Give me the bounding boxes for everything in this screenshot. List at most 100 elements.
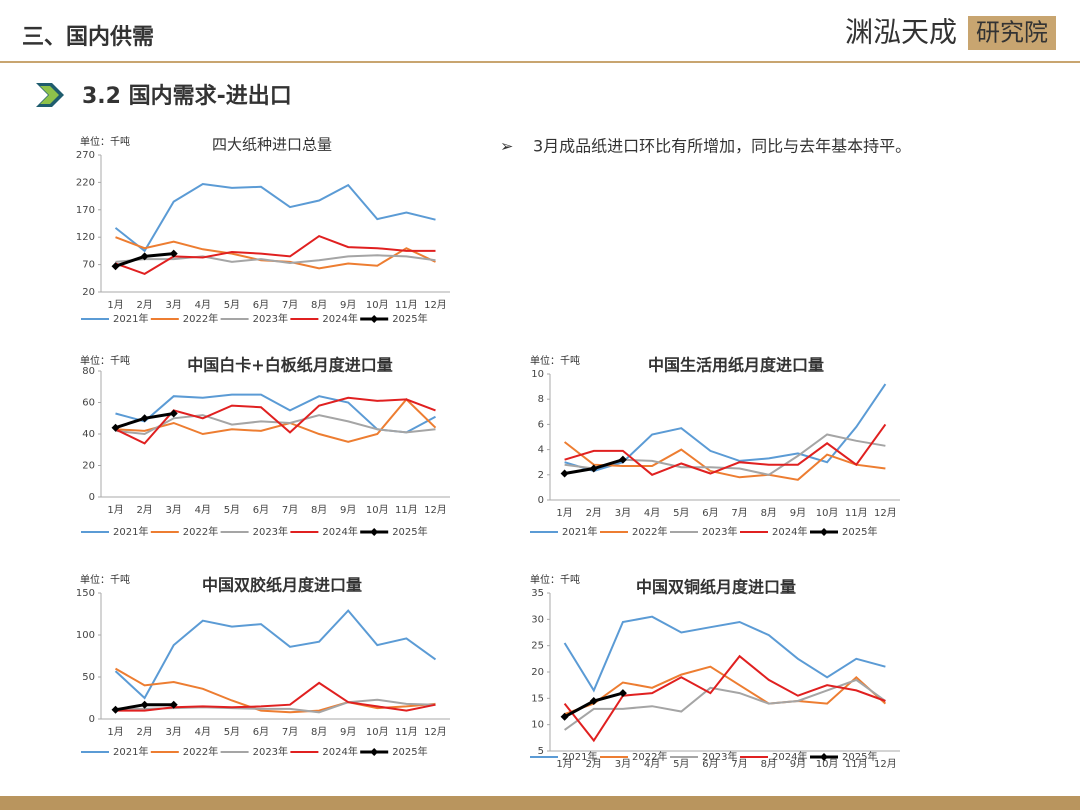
y-tick-label: 60 [82, 398, 95, 409]
x-tick-label: 5月 [224, 504, 240, 516]
series-marker [140, 252, 149, 261]
series-line [563, 615, 886, 693]
legend-label: 2021年 [562, 750, 597, 763]
x-tick-label: 10月 [366, 504, 389, 516]
series-marker [589, 464, 598, 473]
series-marker [169, 249, 178, 258]
legend-marker [370, 748, 379, 756]
y-tick-label: 220 [76, 177, 95, 188]
x-tick-label: 5月 [224, 726, 240, 738]
x-tick-label: 4月 [195, 504, 211, 516]
legend-marker [820, 528, 828, 536]
x-tick-label: 3月 [166, 299, 182, 311]
series-line [114, 609, 437, 700]
x-tick-label: 7月 [731, 507, 747, 519]
x-tick-label: 8月 [761, 758, 777, 770]
y-tick-label: 10 [531, 369, 544, 380]
y-tick-label: 6 [538, 419, 544, 430]
y-tick-label: 20 [82, 287, 95, 298]
y-tick-label: 2 [538, 470, 544, 481]
legend-label: 2023年 [702, 525, 737, 538]
legend-marker [370, 315, 379, 323]
unit-label: 单位：千吨 [80, 135, 130, 148]
x-tick-label: 2月 [586, 758, 602, 770]
x-tick-label: 10月 [366, 299, 389, 311]
x-tick-label: 9月 [340, 726, 356, 738]
section-title: 三、国内供需 [22, 24, 154, 50]
x-tick-label: 4月 [644, 507, 660, 519]
x-tick-label: 8月 [311, 299, 327, 311]
x-tick-label: 6月 [253, 299, 269, 311]
y-tick-label: 10 [531, 720, 544, 731]
chart-title: 中国生活用纸月度进口量 [648, 356, 824, 375]
y-tick-label: 0 [89, 714, 95, 725]
x-tick-label: 1月 [107, 504, 123, 516]
x-tick-label: 5月 [224, 299, 240, 311]
x-tick-label: 2月 [586, 507, 602, 519]
y-tick-label: 80 [82, 366, 95, 377]
x-tick-label: 5月 [673, 758, 689, 770]
x-tick-label: 2月 [136, 726, 152, 738]
x-tick-label: 1月 [556, 507, 572, 519]
chart-title: 中国双铜纸月度进口量 [636, 578, 796, 597]
legend-label: 2023年 [253, 525, 288, 538]
logo-main: 渊泓天成 [845, 16, 957, 49]
y-tick-label: 0 [89, 492, 95, 503]
y-tick-label: 50 [82, 672, 95, 683]
x-tick-label: 2月 [136, 504, 152, 516]
x-tick-label: 6月 [253, 504, 269, 516]
x-tick-label: 3月 [166, 726, 182, 738]
x-tick-label: 7月 [282, 299, 298, 311]
y-tick-label: 270 [76, 150, 95, 161]
legend-label: 2025年 [392, 745, 427, 758]
x-tick-label: 3月 [615, 507, 631, 519]
x-tick-label: 3月 [615, 758, 631, 770]
y-tick-label: 20 [82, 461, 95, 472]
series-marker [169, 409, 178, 418]
y-tick-label: 100 [76, 630, 95, 641]
legend-label: 2024年 [322, 525, 357, 538]
y-tick-label: 4 [538, 445, 544, 456]
y-tick-label: 25 [531, 641, 544, 652]
unit-label: 单位：千吨 [80, 354, 130, 367]
legend-label: 2021年 [113, 312, 148, 325]
y-tick-label: 20 [531, 667, 544, 678]
x-tick-label: 7月 [731, 758, 747, 770]
series-marker [169, 700, 178, 709]
series-marker [560, 712, 569, 721]
bullet-text: 3月成品纸进口环比有所增加，同比与去年基本持平。 [533, 137, 911, 156]
x-tick-label: 7月 [282, 726, 298, 738]
legend-label: 2021年 [562, 525, 597, 538]
x-tick-label: 4月 [195, 726, 211, 738]
x-tick-label: 8月 [311, 726, 327, 738]
legend-label: 2023年 [253, 312, 288, 325]
unit-label: 单位：千吨 [80, 573, 130, 586]
x-tick-label: 1月 [107, 726, 123, 738]
x-tick-label: 9月 [790, 507, 806, 519]
chart-title: 中国双胶纸月度进口量 [202, 576, 362, 595]
bullet-mark: ➢ [500, 137, 513, 156]
series-line [564, 423, 887, 476]
legend-label: 2025年 [392, 525, 427, 538]
legend-label: 2022年 [183, 312, 218, 325]
x-tick-label: 1月 [556, 758, 572, 770]
x-tick-label: 3月 [166, 504, 182, 516]
legend-label: 2023年 [702, 750, 737, 763]
x-tick-label: 1月 [107, 299, 123, 311]
x-tick-label: 12月 [874, 758, 897, 770]
legend-label: 2025年 [842, 750, 877, 763]
series-marker [589, 696, 598, 705]
x-tick-label: 4月 [644, 758, 660, 770]
footer-band [0, 796, 1080, 810]
legend-label: 2022年 [632, 750, 667, 763]
series-marker [111, 705, 120, 714]
series-line [115, 234, 436, 276]
series-marker [111, 262, 120, 271]
logo-box-text: 研究院 [976, 19, 1048, 47]
series-line [115, 397, 437, 443]
series-line [115, 236, 436, 270]
y-tick-label: 30 [531, 614, 544, 625]
y-tick-label: 5 [538, 746, 544, 757]
legend-label: 2022年 [183, 745, 218, 758]
